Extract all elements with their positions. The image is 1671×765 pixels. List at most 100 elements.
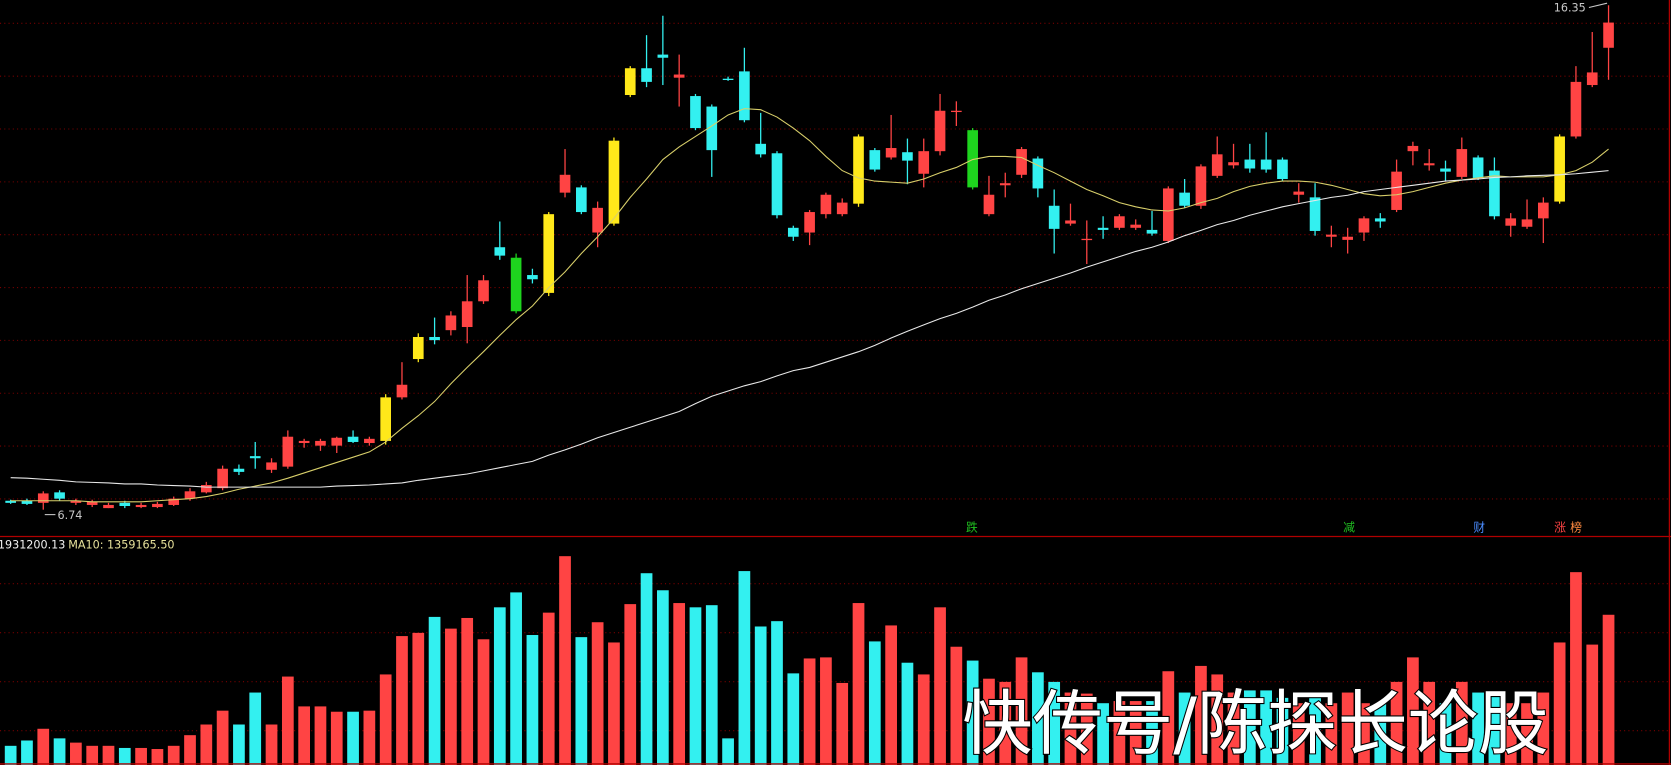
candle-body bbox=[1391, 171, 1402, 210]
candle-body bbox=[787, 227, 799, 237]
candle-body bbox=[1130, 224, 1142, 228]
candle-body bbox=[152, 503, 163, 508]
volume-bar bbox=[526, 635, 539, 765]
volume-bar bbox=[1358, 703, 1370, 765]
candle-body bbox=[1293, 191, 1305, 195]
candle-body bbox=[527, 275, 538, 280]
candle-body bbox=[853, 136, 864, 204]
volume-bar bbox=[966, 660, 979, 765]
volume-bar bbox=[4, 745, 17, 765]
candle-body bbox=[885, 148, 897, 158]
candle-body bbox=[983, 194, 995, 215]
candle-body bbox=[412, 336, 424, 360]
volume-bar bbox=[689, 607, 702, 765]
volume-bar bbox=[624, 604, 637, 765]
candle-body bbox=[1423, 163, 1435, 166]
volume-bar bbox=[1113, 701, 1126, 765]
candle-body bbox=[771, 153, 783, 216]
volume-bar bbox=[379, 674, 392, 765]
volume-bar bbox=[1390, 681, 1403, 765]
candle-body bbox=[5, 500, 16, 503]
volume-bar bbox=[656, 590, 669, 765]
candle-body bbox=[543, 214, 555, 293]
volume-bar bbox=[363, 710, 376, 765]
candle-body bbox=[804, 212, 815, 233]
volume-bar bbox=[1309, 692, 1321, 765]
volume-bar bbox=[21, 740, 33, 765]
volume-bar bbox=[591, 622, 604, 765]
candle-body bbox=[1586, 72, 1598, 86]
volume-bar bbox=[1015, 657, 1028, 765]
volume-bar bbox=[1504, 703, 1517, 765]
candle-body bbox=[1032, 158, 1044, 189]
grid bbox=[0, 22, 1669, 732]
candle-body bbox=[298, 440, 310, 444]
candle-body bbox=[37, 493, 49, 503]
candle-body bbox=[135, 504, 147, 508]
candle-body bbox=[1081, 238, 1093, 241]
volume-bar bbox=[1211, 674, 1224, 765]
volume-bar bbox=[1032, 672, 1044, 765]
volume-bar bbox=[787, 673, 800, 765]
candle-body bbox=[999, 183, 1011, 186]
candle-body bbox=[1146, 229, 1158, 234]
volume-bar bbox=[868, 641, 881, 765]
candle-body bbox=[1195, 166, 1207, 206]
volume-bar bbox=[1064, 692, 1077, 765]
volume-bar bbox=[1097, 703, 1109, 765]
candle-body bbox=[380, 397, 392, 441]
volume-ma5-label: 1931200.13 bbox=[0, 539, 65, 552]
candle-body bbox=[951, 110, 962, 113]
marker: 财 bbox=[1473, 521, 1485, 535]
marker: 涨 bbox=[1554, 521, 1566, 535]
candle-body bbox=[233, 468, 245, 472]
candle-body bbox=[1489, 170, 1500, 217]
candle-body bbox=[168, 498, 180, 505]
volume-bar bbox=[428, 616, 441, 765]
marker: 减 bbox=[1343, 521, 1355, 535]
candle-body bbox=[755, 143, 767, 155]
candle-body bbox=[739, 71, 750, 121]
candle-body bbox=[902, 152, 913, 161]
candle-body bbox=[364, 438, 375, 444]
volume-bar bbox=[754, 626, 767, 765]
candle-body bbox=[1374, 218, 1386, 222]
volume-bar bbox=[1537, 692, 1550, 765]
volume-bar bbox=[575, 637, 588, 765]
candle-body bbox=[1440, 168, 1451, 172]
volume-bar bbox=[640, 573, 653, 765]
volume-bar bbox=[673, 603, 686, 765]
volume-bar bbox=[1407, 657, 1419, 765]
volume-bar bbox=[820, 657, 832, 765]
candle-body bbox=[1277, 159, 1288, 179]
candle-body bbox=[1538, 202, 1549, 219]
marker: 跌 bbox=[966, 521, 978, 535]
marker: 榜 bbox=[1570, 521, 1582, 535]
high-label-arrow bbox=[1588, 2, 1608, 8]
candle-body bbox=[1065, 220, 1076, 224]
volume-bar bbox=[722, 738, 734, 765]
candle-body bbox=[1521, 219, 1533, 227]
volume-bar bbox=[1455, 681, 1468, 765]
candle-body bbox=[70, 500, 82, 503]
volume-bar bbox=[1472, 692, 1484, 765]
candle-body bbox=[396, 384, 408, 398]
candle-body bbox=[1456, 149, 1468, 177]
volume-bar bbox=[135, 747, 147, 765]
candle-body bbox=[918, 151, 930, 174]
volume-bar bbox=[493, 607, 506, 765]
candle-body bbox=[820, 194, 832, 215]
volume-bar bbox=[477, 639, 490, 765]
candle-body bbox=[722, 78, 734, 81]
candle-body bbox=[836, 202, 848, 215]
volume-bar bbox=[1292, 703, 1305, 765]
volume-bar bbox=[70, 742, 82, 765]
candle-body bbox=[315, 440, 326, 446]
volume-bar bbox=[999, 681, 1012, 765]
volume-bar bbox=[184, 735, 196, 765]
volume-bar bbox=[1341, 692, 1354, 765]
candle-body bbox=[1260, 159, 1272, 170]
candle-body bbox=[347, 436, 359, 442]
candle-body bbox=[576, 187, 587, 213]
